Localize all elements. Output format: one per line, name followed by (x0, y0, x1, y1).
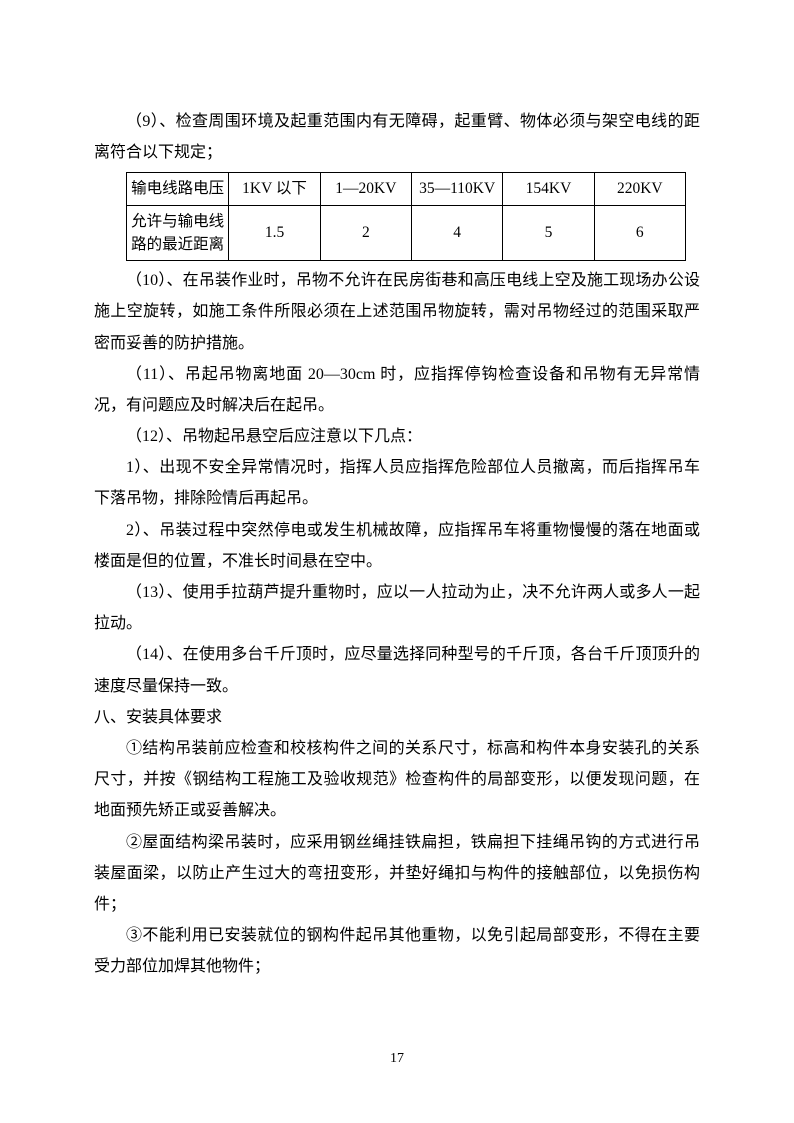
paragraph-12: （12）、吊物起吊悬空后应注意以下几点： (94, 421, 700, 452)
paragraph-13: （13）、使用手拉葫芦提升重物时，应以一人拉动为止，决不允许两人或多人一起拉动。 (94, 577, 700, 639)
paragraph-10: （10）、在吊装作业时，吊物不允许在民房街巷和高压电线上空及施工现场办公设施上空… (94, 265, 700, 359)
paragraph-12-1: 1）、出现不安全异常情况时，指挥人员应指挥危险部位人员撤离，而后指挥吊车下落吊物… (94, 452, 700, 514)
table-cell: 154KV (503, 173, 594, 205)
table-header-voltage: 输电线路电压 (127, 173, 229, 205)
table-cell: 4 (411, 205, 502, 261)
table-row: 允许与输电线路的最近距离 1.5 2 4 5 6 (127, 205, 686, 261)
table-row: 输电线路电压 1KV 以下 1—20KV 35—110KV 154KV 220K… (127, 173, 686, 205)
table-cell: 6 (594, 205, 685, 261)
voltage-distance-table: 输电线路电压 1KV 以下 1—20KV 35—110KV 154KV 220K… (126, 172, 686, 261)
paragraph-spec-2: ②屋面结构梁吊装时，应采用钢丝绳挂铁扁担，铁扁担下挂绳吊钩的方式进行吊装屋面梁，… (94, 827, 700, 921)
section-heading-8: 八、安装具体要求 (94, 702, 700, 733)
table-cell: 1KV 以下 (229, 173, 320, 205)
paragraph-14: （14）、在使用多台千斤顶时，应尽量选择同种型号的千斤顶，各台千斤顶顶升的速度尽… (94, 639, 700, 701)
page-content: （9）、检查周围环境及起重范围内有无障碍，起重臂、物体必须与架空电线的距离符合以… (0, 0, 794, 1042)
table-cell: 1—20KV (320, 173, 411, 205)
table-cell: 5 (503, 205, 594, 261)
paragraph-spec-3: ③不能利用已安装就位的钢构件起吊其他重物，以免引起局部变形，不得在主要受力部位加… (94, 920, 700, 982)
table-cell: 35—110KV (411, 173, 502, 205)
page-number: 17 (0, 1051, 794, 1067)
table-cell: 1.5 (229, 205, 320, 261)
table-cell: 220KV (594, 173, 685, 205)
table-header-distance: 允许与输电线路的最近距离 (127, 205, 229, 261)
paragraph-spec-1: ①结构吊装前应检查和校核构件之间的关系尺寸，标高和构件本身安装孔的关系尺寸，并按… (94, 733, 700, 827)
table-cell: 2 (320, 205, 411, 261)
paragraph-9: （9）、检查周围环境及起重范围内有无障碍，起重臂、物体必须与架空电线的距离符合以… (94, 106, 700, 168)
paragraph-12-2: 2）、吊装过程中突然停电或发生机械故障，应指挥吊车将重物慢慢的落在地面或楼面是但… (94, 515, 700, 577)
paragraph-11: （11）、吊起吊物离地面 20—30cm 时，应指挥停钩检查设备和吊物有无异常情… (94, 359, 700, 421)
